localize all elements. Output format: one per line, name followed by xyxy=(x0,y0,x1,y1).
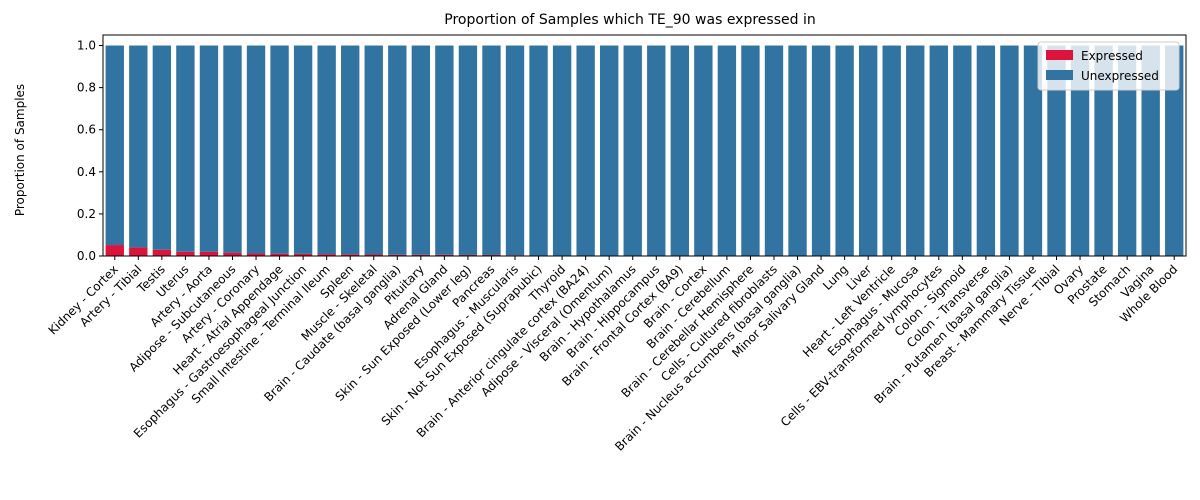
bar-unexpressed xyxy=(317,45,336,255)
bar-unexpressed xyxy=(764,45,784,257)
bar-expressed xyxy=(152,249,172,256)
bar-expressed xyxy=(129,247,148,256)
legend-swatch xyxy=(1046,50,1073,60)
legend-label: Unexpressed xyxy=(1081,69,1159,83)
bar-unexpressed xyxy=(1094,45,1113,257)
bar-unexpressed xyxy=(670,45,689,257)
bar-unexpressed xyxy=(647,45,666,257)
bar-expressed xyxy=(246,253,266,256)
bar-unexpressed xyxy=(552,45,572,257)
bar-unexpressed xyxy=(600,45,619,257)
bar-unexpressed xyxy=(811,45,831,257)
bar-unexpressed xyxy=(717,45,737,257)
bar-unexpressed xyxy=(788,45,807,257)
bar-unexpressed xyxy=(953,45,972,257)
y-tick-label: 1.0 xyxy=(77,39,96,53)
bars-group xyxy=(105,45,1184,257)
legend-label: Expressed xyxy=(1081,49,1143,63)
bar-unexpressed xyxy=(1141,45,1160,257)
bar-expressed xyxy=(458,254,478,256)
bar-expressed xyxy=(364,254,383,256)
bar-expressed xyxy=(199,251,219,256)
bar-unexpressed xyxy=(835,45,854,257)
bar-unexpressed xyxy=(458,45,478,255)
y-tick-label: 0.4 xyxy=(77,165,96,179)
bar-unexpressed xyxy=(270,45,289,254)
y-axis-label: Proportion of Samples xyxy=(13,84,27,216)
y-tick-label: 0.6 xyxy=(77,123,96,137)
bar-expressed xyxy=(223,252,242,256)
bar-unexpressed xyxy=(105,45,124,246)
bar-unexpressed xyxy=(388,45,407,255)
chart-title: Proportion of Samples which TE_90 was ex… xyxy=(444,12,815,28)
y-tick-label: 0.2 xyxy=(77,207,96,221)
bar-unexpressed xyxy=(623,45,642,257)
bar-unexpressed xyxy=(1117,45,1137,257)
bar-unexpressed xyxy=(741,45,760,257)
bar-unexpressed xyxy=(293,45,313,254)
bar-expressed xyxy=(388,254,407,256)
bar-unexpressed xyxy=(223,45,242,253)
bar-unexpressed xyxy=(176,45,195,252)
bar-expressed xyxy=(270,253,289,256)
bar-expressed xyxy=(317,254,336,256)
legend-box xyxy=(1037,41,1180,91)
bar-unexpressed xyxy=(1047,45,1066,257)
bar-unexpressed xyxy=(1070,45,1090,257)
bar-unexpressed xyxy=(1165,45,1184,257)
bar-unexpressed xyxy=(364,45,383,255)
bar-expressed xyxy=(411,254,431,256)
bar-unexpressed xyxy=(199,45,219,252)
legend-swatch xyxy=(1046,70,1073,80)
legend: Expressed Unexpressed xyxy=(1037,41,1180,91)
bar-unexpressed xyxy=(576,45,595,257)
bar-unexpressed xyxy=(1023,45,1043,257)
plot-frame xyxy=(102,34,1187,257)
bar-expressed xyxy=(435,254,454,256)
y-tick-label: 0.0 xyxy=(77,249,96,263)
bar-expressed xyxy=(105,245,124,256)
bar-unexpressed xyxy=(129,45,148,248)
bar-unexpressed xyxy=(882,45,901,257)
bar-expressed xyxy=(176,251,195,256)
bar-unexpressed xyxy=(411,45,431,255)
bar-expressed xyxy=(341,254,360,256)
bar-expressed xyxy=(482,254,501,256)
bar-unexpressed xyxy=(906,45,925,257)
bar-unexpressed xyxy=(152,45,172,250)
bar-unexpressed xyxy=(929,45,948,257)
bar-unexpressed xyxy=(505,45,525,256)
bar-unexpressed xyxy=(435,45,454,255)
bar-unexpressed xyxy=(246,45,266,254)
bar-unexpressed xyxy=(976,45,996,257)
bar-unexpressed xyxy=(694,45,713,257)
bar-unexpressed xyxy=(482,45,501,255)
x-tick-label: Lung xyxy=(820,262,851,293)
bar-unexpressed xyxy=(529,45,548,257)
y-axis: 0.0 0.2 0.4 0.6 0.8 1.0 xyxy=(77,39,103,263)
bar-expressed xyxy=(293,253,313,256)
bar-unexpressed xyxy=(341,45,360,255)
bar-unexpressed xyxy=(858,45,878,257)
bar-unexpressed xyxy=(1000,45,1019,257)
y-tick-label: 0.8 xyxy=(77,81,96,95)
